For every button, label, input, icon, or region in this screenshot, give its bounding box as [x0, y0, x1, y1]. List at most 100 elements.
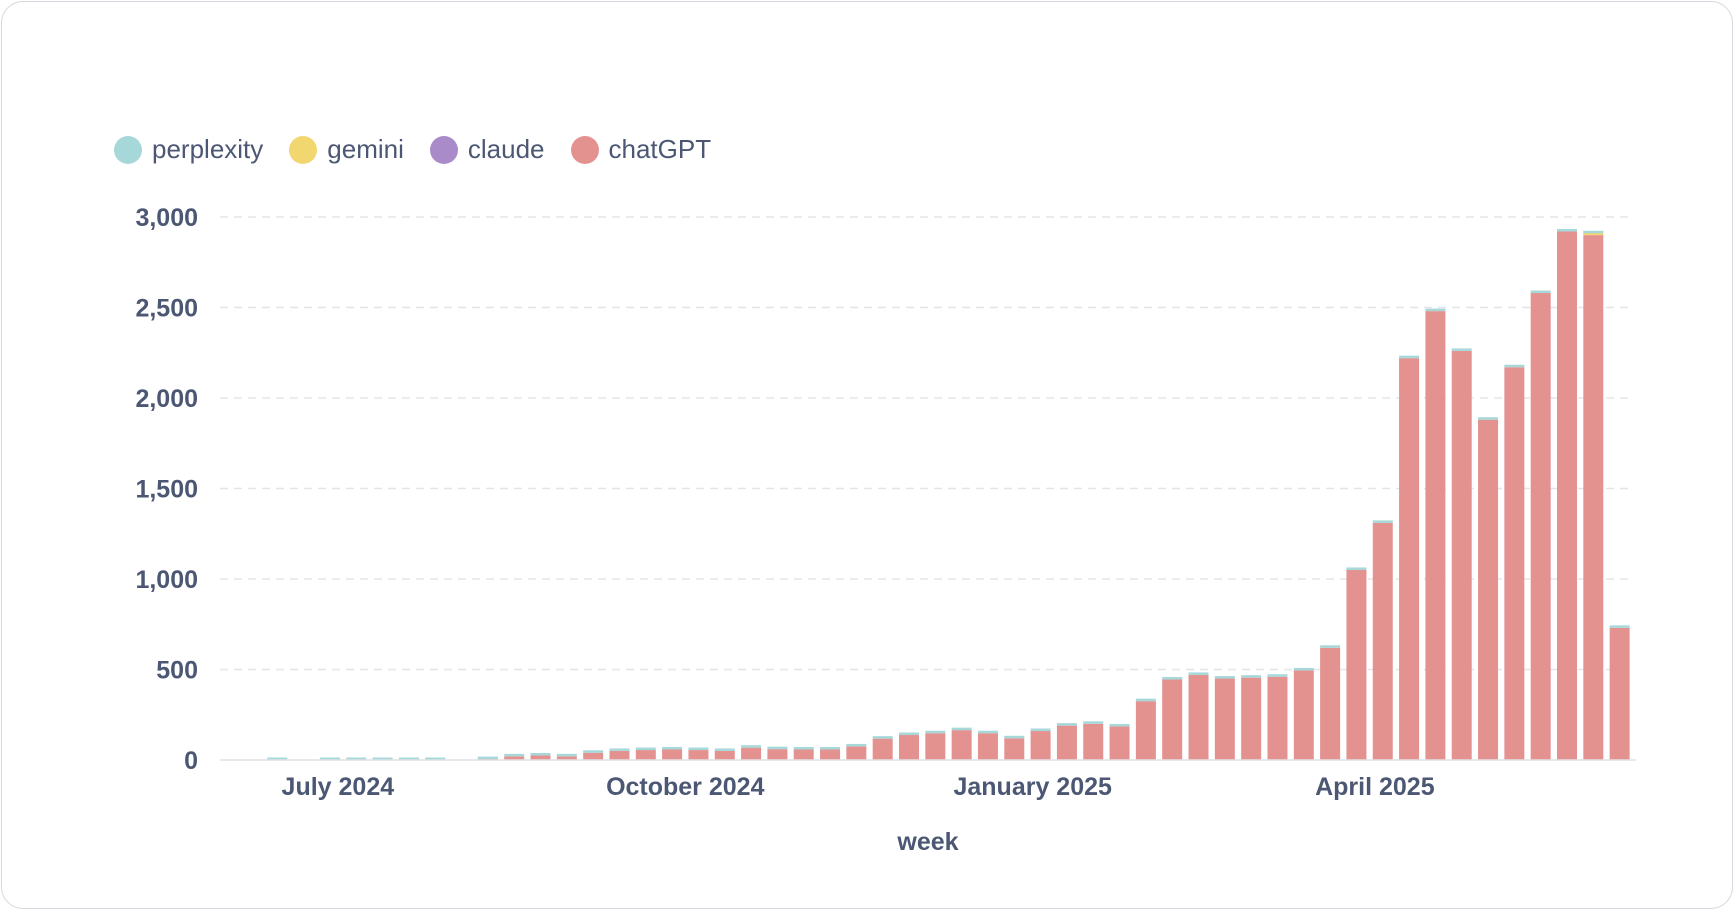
bar-segment-chatgpt[interactable] [1609, 627, 1630, 760]
bar-segment-perplexity[interactable] [662, 747, 683, 750]
bar-segment-chatgpt[interactable] [1451, 350, 1472, 760]
bar-segment-perplexity[interactable] [583, 750, 604, 753]
bar-segment-perplexity[interactable] [346, 757, 367, 761]
bar-segment-chatgpt[interactable] [1425, 311, 1446, 760]
bar-segment-chatgpt[interactable] [793, 749, 814, 760]
bar-segment-perplexity[interactable] [741, 745, 762, 748]
bar-segment-chatgpt[interactable] [1320, 647, 1341, 760]
legend-item-perplexity[interactable]: perplexity [114, 134, 263, 165]
bar-segment-perplexity[interactable] [1478, 417, 1499, 420]
bar-segment-chatgpt[interactable] [767, 749, 788, 760]
bar-segment-perplexity[interactable] [530, 752, 551, 756]
bar-segment-perplexity[interactable] [1583, 230, 1604, 234]
bar-segment-perplexity[interactable] [1530, 290, 1551, 294]
bar-segment-perplexity[interactable] [1004, 735, 1025, 739]
bar-segment-chatgpt[interactable] [951, 730, 972, 760]
bar-segment-perplexity[interactable] [1135, 698, 1156, 702]
bar-segment-chatgpt[interactable] [1241, 677, 1262, 760]
bar-segment-perplexity[interactable] [635, 747, 656, 751]
bar-segment-chatgpt[interactable] [1372, 522, 1393, 760]
bar-segment-chatgpt[interactable] [1162, 679, 1183, 760]
bar-segment-chatgpt[interactable] [1030, 731, 1051, 760]
bar-segment-chatgpt[interactable] [1109, 726, 1130, 760]
y-tick-label: 2,000 [135, 385, 198, 413]
bar-segment-perplexity[interactable] [1609, 625, 1630, 628]
bar-segment-perplexity[interactable] [846, 743, 867, 747]
bar-segment-perplexity[interactable] [767, 746, 788, 750]
bar-segment-chatgpt[interactable] [1135, 701, 1156, 760]
bar-segment-perplexity[interactable] [1504, 364, 1525, 368]
bar-segment-perplexity[interactable] [1109, 724, 1130, 727]
bar-segment-perplexity[interactable] [1241, 675, 1262, 678]
bar-segment-chatgpt[interactable] [1293, 670, 1314, 760]
bar-segment-perplexity[interactable] [1083, 721, 1104, 724]
bar-segment-perplexity[interactable] [1425, 308, 1446, 312]
bar-segment-perplexity[interactable] [267, 757, 288, 761]
bar-segment-perplexity[interactable] [1399, 355, 1420, 359]
bar-segment-perplexity[interactable] [1030, 728, 1051, 732]
bar-segment-chatgpt[interactable] [609, 750, 630, 760]
bar-segment-perplexity[interactable] [1188, 672, 1209, 675]
bar-segment-perplexity[interactable] [1320, 645, 1341, 648]
bar-segment-chatgpt[interactable] [1056, 725, 1077, 760]
bar-segment-perplexity[interactable] [714, 748, 735, 751]
bar-segment-chatgpt[interactable] [662, 749, 683, 760]
legend-item-chatgpt[interactable]: chatGPT [570, 134, 711, 165]
bar-segment-chatgpt[interactable] [1346, 569, 1367, 760]
bar-segment-chatgpt[interactable] [1004, 738, 1025, 760]
bar-segment-chatgpt[interactable] [688, 750, 709, 760]
bar-segment-chatgpt[interactable] [1478, 419, 1499, 760]
bar-segment-chatgpt[interactable] [504, 756, 525, 760]
bar-segment-gemini[interactable] [1583, 232, 1604, 236]
bar-segment-chatgpt[interactable] [635, 750, 656, 760]
bar-segment-perplexity[interactable] [372, 757, 393, 761]
bar-segment-perplexity[interactable] [925, 730, 946, 734]
bar-segment-perplexity[interactable] [398, 757, 419, 761]
bar-segment-chatgpt[interactable] [977, 733, 998, 760]
bar-segment-chatgpt[interactable] [556, 756, 577, 760]
bar-segment-chatgpt[interactable] [1083, 723, 1104, 760]
bar-segment-perplexity[interactable] [504, 753, 525, 757]
bar-segment-chatgpt[interactable] [925, 733, 946, 760]
bar-segment-chatgpt[interactable] [714, 750, 735, 760]
bar-segment-perplexity[interactable] [793, 747, 814, 750]
bar-segment-chatgpt[interactable] [530, 755, 551, 760]
bar-segment-perplexity[interactable] [951, 727, 972, 731]
bar-segment-perplexity[interactable] [1267, 674, 1288, 677]
y-tick-label: 2,500 [135, 295, 198, 323]
bar-segment-perplexity[interactable] [1293, 667, 1314, 671]
bar-segment-perplexity[interactable] [1056, 723, 1077, 726]
bar-segment-perplexity[interactable] [556, 753, 577, 757]
bar-segment-chatgpt[interactable] [1583, 235, 1604, 761]
bar-segment-perplexity[interactable] [1214, 676, 1235, 679]
bar-segment-chatgpt[interactable] [820, 749, 841, 760]
bar-segment-chatgpt[interactable] [1188, 674, 1209, 760]
bar-segment-perplexity[interactable] [319, 757, 340, 761]
bar-segment-perplexity[interactable] [1557, 228, 1577, 232]
bar-segment-perplexity[interactable] [977, 730, 998, 734]
bar-segment-perplexity[interactable] [899, 732, 919, 736]
bar-segment-perplexity[interactable] [425, 757, 446, 761]
bar-segment-perplexity[interactable] [820, 747, 841, 750]
bar-segment-perplexity[interactable] [477, 756, 498, 760]
bar-segment-perplexity[interactable] [1372, 520, 1393, 523]
bar-segment-perplexity[interactable] [609, 748, 630, 751]
bar-segment-chatgpt[interactable] [1557, 231, 1577, 761]
bar-segment-chatgpt[interactable] [1504, 367, 1525, 760]
bar-segment-perplexity[interactable] [1451, 348, 1472, 351]
bar-segment-perplexity[interactable] [1162, 676, 1183, 680]
bar-segment-chatgpt[interactable] [1399, 358, 1420, 760]
legend-item-gemini[interactable]: gemini [289, 134, 404, 165]
bar-segment-perplexity[interactable] [1346, 567, 1367, 570]
legend-item-claude[interactable]: claude [429, 134, 545, 165]
bar-segment-chatgpt[interactable] [899, 735, 919, 760]
bar-segment-chatgpt[interactable] [583, 752, 604, 760]
bar-segment-chatgpt[interactable] [846, 746, 867, 760]
bar-segment-perplexity[interactable] [688, 747, 709, 751]
bar-segment-chatgpt[interactable] [872, 738, 893, 760]
bar-segment-chatgpt[interactable] [1530, 293, 1551, 760]
bar-segment-chatgpt[interactable] [1214, 678, 1235, 760]
bar-segment-perplexity[interactable] [872, 736, 893, 739]
bar-segment-chatgpt[interactable] [1267, 676, 1288, 760]
bar-segment-chatgpt[interactable] [741, 747, 762, 760]
